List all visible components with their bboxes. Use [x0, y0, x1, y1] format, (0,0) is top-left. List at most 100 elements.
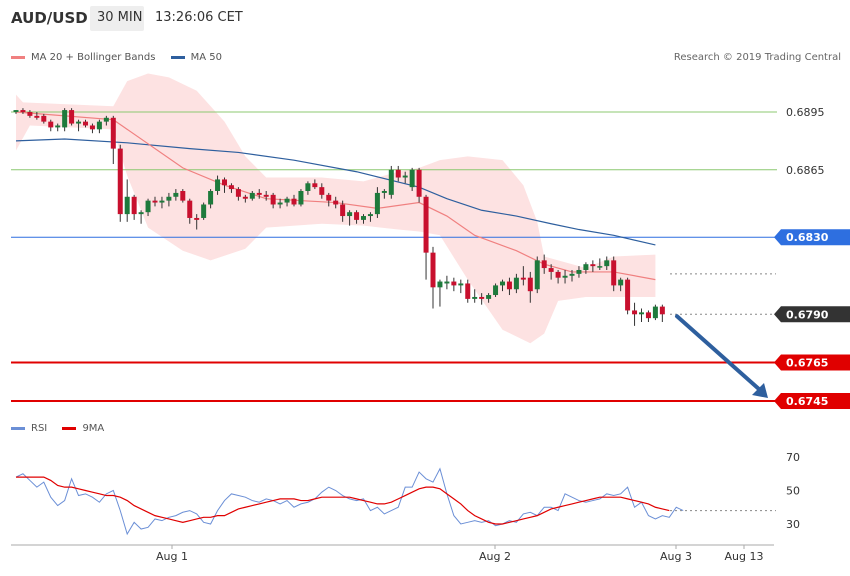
candle-body — [611, 260, 617, 286]
candle-body — [228, 185, 234, 190]
candle-body — [215, 179, 221, 191]
candle-body — [590, 264, 596, 267]
candle-body — [381, 190, 387, 193]
candle-body — [367, 214, 373, 217]
rsi-line — [15, 467, 684, 536]
price-tag-label: 0.6745 — [786, 395, 828, 408]
rsi-legend-label: RSI — [31, 423, 48, 434]
candle-body — [319, 187, 325, 195]
rsi-tick-label: 70 — [786, 451, 800, 464]
price-tag-label: 0.6765 — [786, 356, 828, 369]
candle-body — [541, 260, 547, 269]
timeframe-badge[interactable] — [90, 6, 144, 31]
price-tag-label: 0.6790 — [786, 308, 829, 321]
candles-group — [13, 108, 665, 326]
x-tick-label: Aug 1 — [156, 550, 188, 563]
candle-body — [645, 312, 651, 319]
candle-body — [83, 121, 88, 126]
bollinger-legend-label: MA 20 + Bollinger Bands — [31, 52, 156, 63]
candle-body — [361, 216, 366, 220]
candle-body — [472, 296, 478, 299]
candle-body — [625, 279, 631, 311]
candle-body — [340, 204, 346, 217]
symbol-title: AUD/USD — [11, 9, 88, 27]
timeframe-label: 30 MIN — [97, 10, 143, 25]
candle-body — [208, 190, 214, 205]
candle-body — [256, 192, 262, 195]
candle-body — [194, 217, 200, 220]
bollinger-band-fill — [16, 73, 656, 344]
candle-body — [583, 264, 589, 270]
candle-body — [173, 192, 179, 197]
candle-body — [527, 277, 533, 292]
forecast-arrow — [675, 314, 762, 392]
candle-body — [506, 281, 512, 290]
candle-body — [652, 306, 658, 319]
candle-body — [576, 269, 582, 274]
x-tick-label: Aug 2 — [479, 550, 511, 563]
candle-body — [131, 196, 137, 215]
candle-body — [659, 306, 665, 315]
candle-body — [222, 179, 227, 186]
candle-body — [249, 192, 255, 199]
candle-body — [277, 202, 283, 205]
candle-body — [284, 198, 290, 203]
ma50-swatch — [170, 55, 185, 59]
candle-body — [500, 281, 505, 286]
candle-body — [166, 196, 172, 201]
candle-body — [69, 110, 75, 124]
candle-body — [62, 110, 68, 128]
price-tag-support — [774, 354, 850, 371]
price-tag-support — [774, 393, 850, 409]
candle-body — [395, 169, 401, 178]
candle-body — [13, 110, 19, 112]
candle-body — [618, 279, 624, 286]
price-tag-pivot — [774, 229, 850, 246]
candle-body — [89, 125, 95, 130]
rsi-ma9-line — [16, 476, 670, 525]
candle-body — [639, 312, 644, 315]
rsi-swatch — [11, 426, 25, 430]
candle-body — [333, 200, 339, 205]
candle-body — [437, 281, 443, 288]
candle-body — [326, 194, 332, 201]
candle-body — [76, 121, 82, 124]
candle-body — [159, 200, 165, 203]
candle-body — [124, 196, 130, 215]
candle-body — [451, 281, 457, 286]
candle-body — [416, 169, 422, 197]
candle-body — [555, 271, 561, 278]
candle-body — [423, 196, 429, 253]
candle-body — [291, 198, 297, 205]
candle-body — [263, 194, 269, 197]
ma9-legend-label: 9MA — [82, 423, 105, 434]
forecast-arrow-head — [752, 383, 768, 398]
candle-body — [597, 266, 603, 268]
candle-body — [152, 200, 158, 203]
candle-body — [145, 200, 151, 213]
candle-body — [270, 194, 276, 205]
candle-body — [347, 212, 353, 217]
x-tick-label: Aug 3 — [660, 550, 692, 563]
price-tag-label: 0.6830 — [786, 231, 829, 244]
candle-body — [632, 310, 638, 315]
candle-body — [20, 110, 26, 112]
candle-body — [138, 212, 144, 215]
candle-body — [520, 277, 526, 280]
candle-body — [305, 183, 311, 191]
ma50-legend-label: MA 50 — [190, 52, 222, 63]
candle-body — [479, 296, 485, 299]
price-tag-last_price — [774, 306, 850, 323]
candle-body — [117, 148, 123, 215]
candle-body — [388, 169, 394, 195]
x-tick-label: Aug 13 — [725, 550, 764, 563]
ma20-line — [15, 111, 656, 281]
candle-body — [513, 277, 519, 290]
candle-body — [180, 190, 186, 201]
candle-body — [374, 192, 380, 215]
candle-body — [235, 189, 241, 197]
candle-body — [534, 260, 540, 290]
candle-body — [486, 295, 492, 299]
candle-body — [48, 121, 54, 128]
